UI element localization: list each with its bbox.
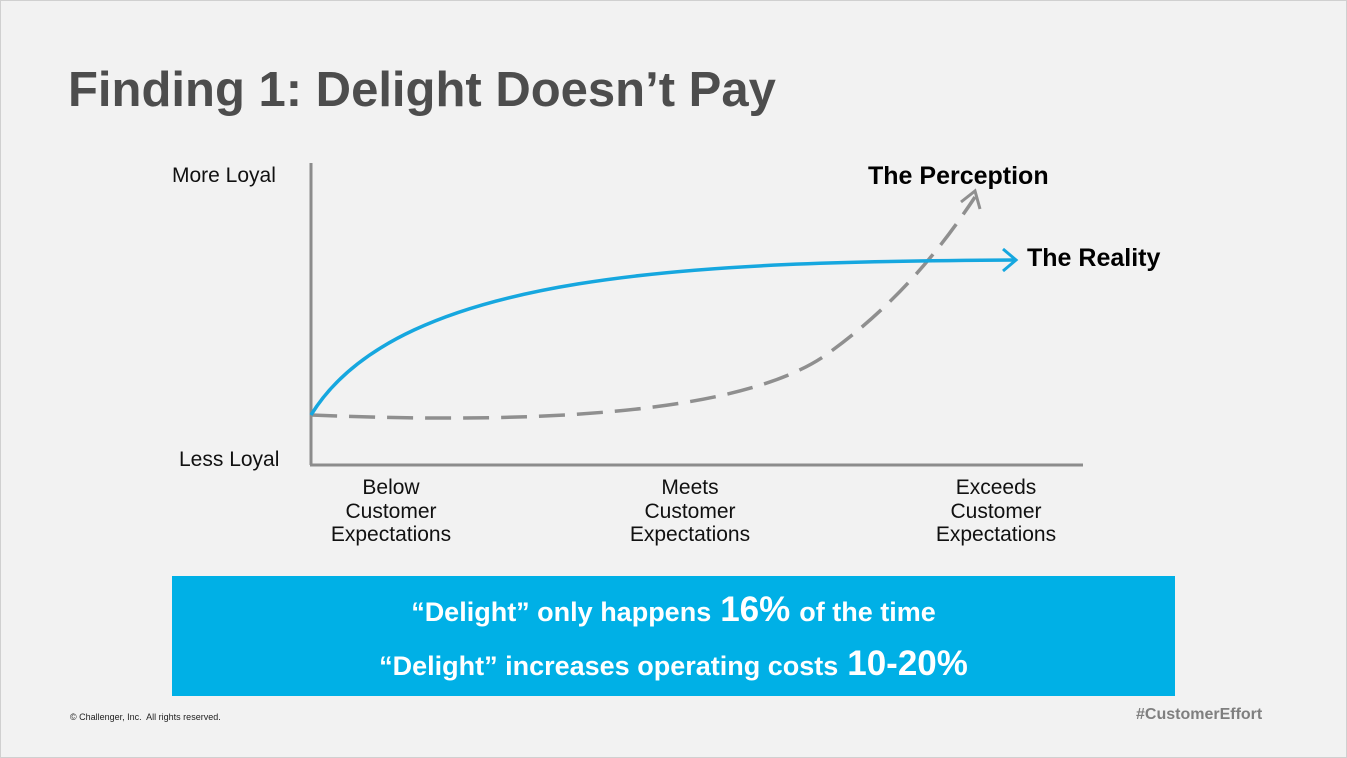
reality-label: The Reality — [1027, 244, 1161, 272]
banner-text: “Delight” increases operating costs — [379, 651, 839, 681]
x-label-line: Customer — [950, 499, 1042, 523]
x-label-line: Meets — [661, 476, 719, 499]
x-label-line: Below — [362, 476, 420, 499]
slide-title: Finding 1: Delight Doesn’t Pay — [68, 63, 776, 117]
banner-figure: 16% — [720, 590, 791, 629]
hashtag: #CustomerEffort — [1136, 706, 1263, 723]
perception-arrowhead — [960, 188, 982, 210]
banner-figure: 10-20% — [847, 644, 968, 683]
banner-text: of the time — [799, 597, 936, 627]
reality-curve — [309, 258, 1016, 416]
y-label-top: More Loyal — [172, 164, 276, 187]
copyright: © Challenger, Inc. All rights reserved. — [70, 712, 221, 722]
banner-line: “Delight” increases operating costs 10-2… — [172, 644, 1175, 684]
perception-curve — [310, 196, 977, 420]
banner-text: “Delight” only happens — [411, 597, 712, 627]
x-label: Below Customer Expectations — [291, 476, 491, 547]
reality-arrowhead — [1002, 247, 1019, 273]
banner-line: “Delight” only happens 16% of the time — [172, 590, 1175, 630]
x-label-line: Expectations — [935, 523, 1057, 546]
perception-label: The Perception — [868, 162, 1049, 190]
x-label: Meets Customer Expectations — [590, 476, 790, 547]
x-label-line: Expectations — [629, 523, 751, 546]
stats-banner: “Delight” only happens 16% of the time “… — [172, 576, 1175, 696]
x-label-line: Exceeds — [955, 476, 1037, 499]
x-label-line: Expectations — [330, 523, 452, 546]
x-label: Exceeds Customer Expectations — [896, 476, 1096, 547]
y-label-bottom: Less Loyal — [179, 448, 280, 471]
x-label-line: Customer — [345, 499, 437, 523]
x-label-line: Customer — [644, 499, 736, 523]
